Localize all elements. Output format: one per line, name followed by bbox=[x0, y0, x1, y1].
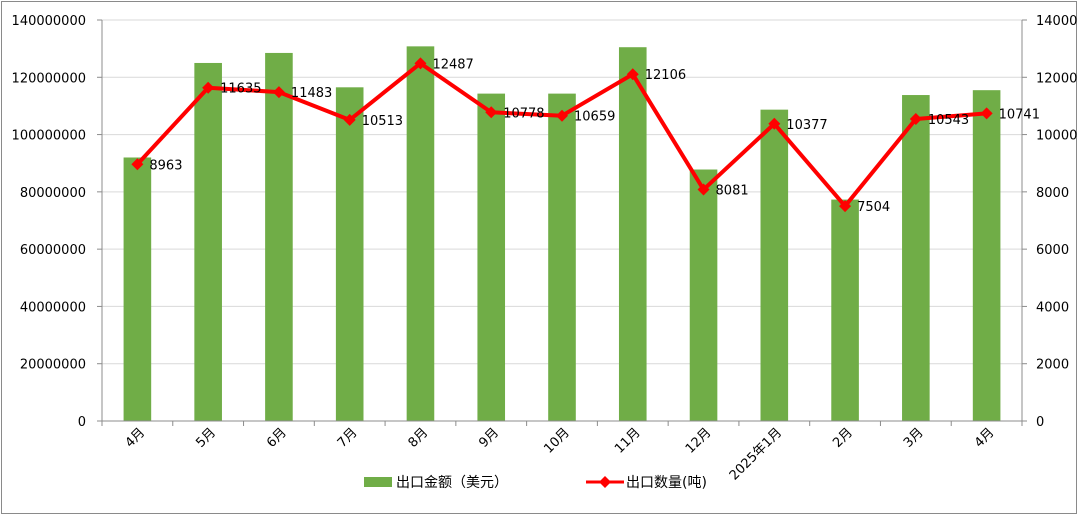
bar bbox=[902, 95, 930, 422]
data-label: 10659 bbox=[574, 110, 615, 125]
y-left-tick-label: 100000000 bbox=[12, 129, 86, 144]
bar bbox=[477, 93, 506, 421]
data-label: 12106 bbox=[645, 68, 686, 83]
bar bbox=[194, 62, 222, 421]
y-right-tick-label: 2000 bbox=[1036, 358, 1069, 373]
y-left-tick-label: 120000000 bbox=[12, 71, 86, 86]
y-left-tick-label: 40000000 bbox=[20, 300, 86, 315]
x-tick-label: 4月 bbox=[123, 425, 149, 451]
data-label: 10543 bbox=[928, 113, 969, 128]
legend: 出口金额（美元） 出口数量(吨) bbox=[364, 475, 707, 491]
data-label: 8081 bbox=[716, 184, 749, 199]
legend-label-line: 出口数量(吨) bbox=[626, 475, 707, 491]
bar bbox=[972, 90, 1001, 422]
bar bbox=[618, 47, 647, 421]
bars-layer bbox=[123, 46, 1001, 422]
bar bbox=[406, 46, 435, 421]
legend-swatch-bar bbox=[364, 477, 392, 487]
x-tick-label: 6月 bbox=[264, 425, 290, 451]
legend-swatch-marker bbox=[599, 476, 611, 488]
bar bbox=[123, 157, 152, 421]
data-label: 12487 bbox=[432, 57, 473, 72]
y-left-tick-label: 20000000 bbox=[20, 358, 86, 373]
line-point bbox=[343, 113, 356, 126]
data-label: 10741 bbox=[999, 107, 1040, 122]
line-point bbox=[626, 68, 639, 81]
y-right-tick-label: 12000 bbox=[1036, 71, 1077, 86]
bar bbox=[760, 109, 789, 421]
x-tick-label: 4月 bbox=[972, 425, 998, 451]
line-point bbox=[697, 183, 710, 196]
line-point bbox=[768, 117, 781, 130]
line-point bbox=[909, 113, 922, 126]
data-label: 11483 bbox=[291, 86, 332, 101]
y-right-tick-label: 0 bbox=[1036, 415, 1044, 430]
x-tick-label: 12月 bbox=[683, 425, 714, 456]
legend-label-bar: 出口金额（美元） bbox=[396, 475, 508, 491]
y-left-tick-label: 80000000 bbox=[20, 186, 86, 201]
x-tick-label: 2025年1月 bbox=[727, 425, 785, 483]
y-right-tick-label: 10000 bbox=[1036, 129, 1077, 144]
data-label: 7504 bbox=[857, 200, 890, 215]
x-tick-label: 8月 bbox=[406, 425, 432, 451]
x-tick-label: 2月 bbox=[830, 425, 856, 451]
line-point bbox=[980, 107, 993, 120]
x-tick-label: 7月 bbox=[335, 425, 361, 451]
data-label: 10778 bbox=[503, 106, 544, 121]
bar bbox=[335, 87, 364, 421]
x-tick-label: 3月 bbox=[901, 425, 927, 451]
line-point bbox=[839, 200, 852, 213]
x-tick-label: 11月 bbox=[612, 425, 643, 456]
y-right-tick-label: 8000 bbox=[1036, 186, 1069, 201]
bar bbox=[831, 199, 859, 421]
line-layer bbox=[131, 57, 993, 213]
y-left-tick-label: 140000000 bbox=[12, 14, 86, 29]
y-left-tick-label: 60000000 bbox=[20, 243, 86, 258]
bar bbox=[548, 93, 576, 421]
data-label: 10513 bbox=[362, 114, 403, 129]
line-point bbox=[131, 158, 144, 171]
data-label: 10377 bbox=[786, 118, 827, 133]
x-tick-label: 9月 bbox=[476, 425, 502, 451]
bar bbox=[689, 169, 718, 421]
bar bbox=[265, 52, 293, 422]
axes-layer bbox=[97, 19, 1027, 426]
line-point bbox=[414, 57, 427, 70]
line-point bbox=[272, 86, 285, 99]
line-point bbox=[202, 81, 215, 94]
y-right-tick-label: 4000 bbox=[1036, 300, 1069, 315]
y-right-tick-label: 6000 bbox=[1036, 243, 1069, 258]
data-label: 11635 bbox=[220, 82, 261, 97]
x-tick-label: 5月 bbox=[193, 425, 219, 451]
y-right-tick-label: 14000 bbox=[1036, 14, 1077, 29]
data-label: 8963 bbox=[149, 158, 182, 173]
x-tick-label: 10月 bbox=[541, 425, 572, 456]
line-point bbox=[556, 109, 568, 122]
line-point bbox=[485, 106, 498, 119]
y-left-tick-label: 0 bbox=[78, 415, 86, 430]
